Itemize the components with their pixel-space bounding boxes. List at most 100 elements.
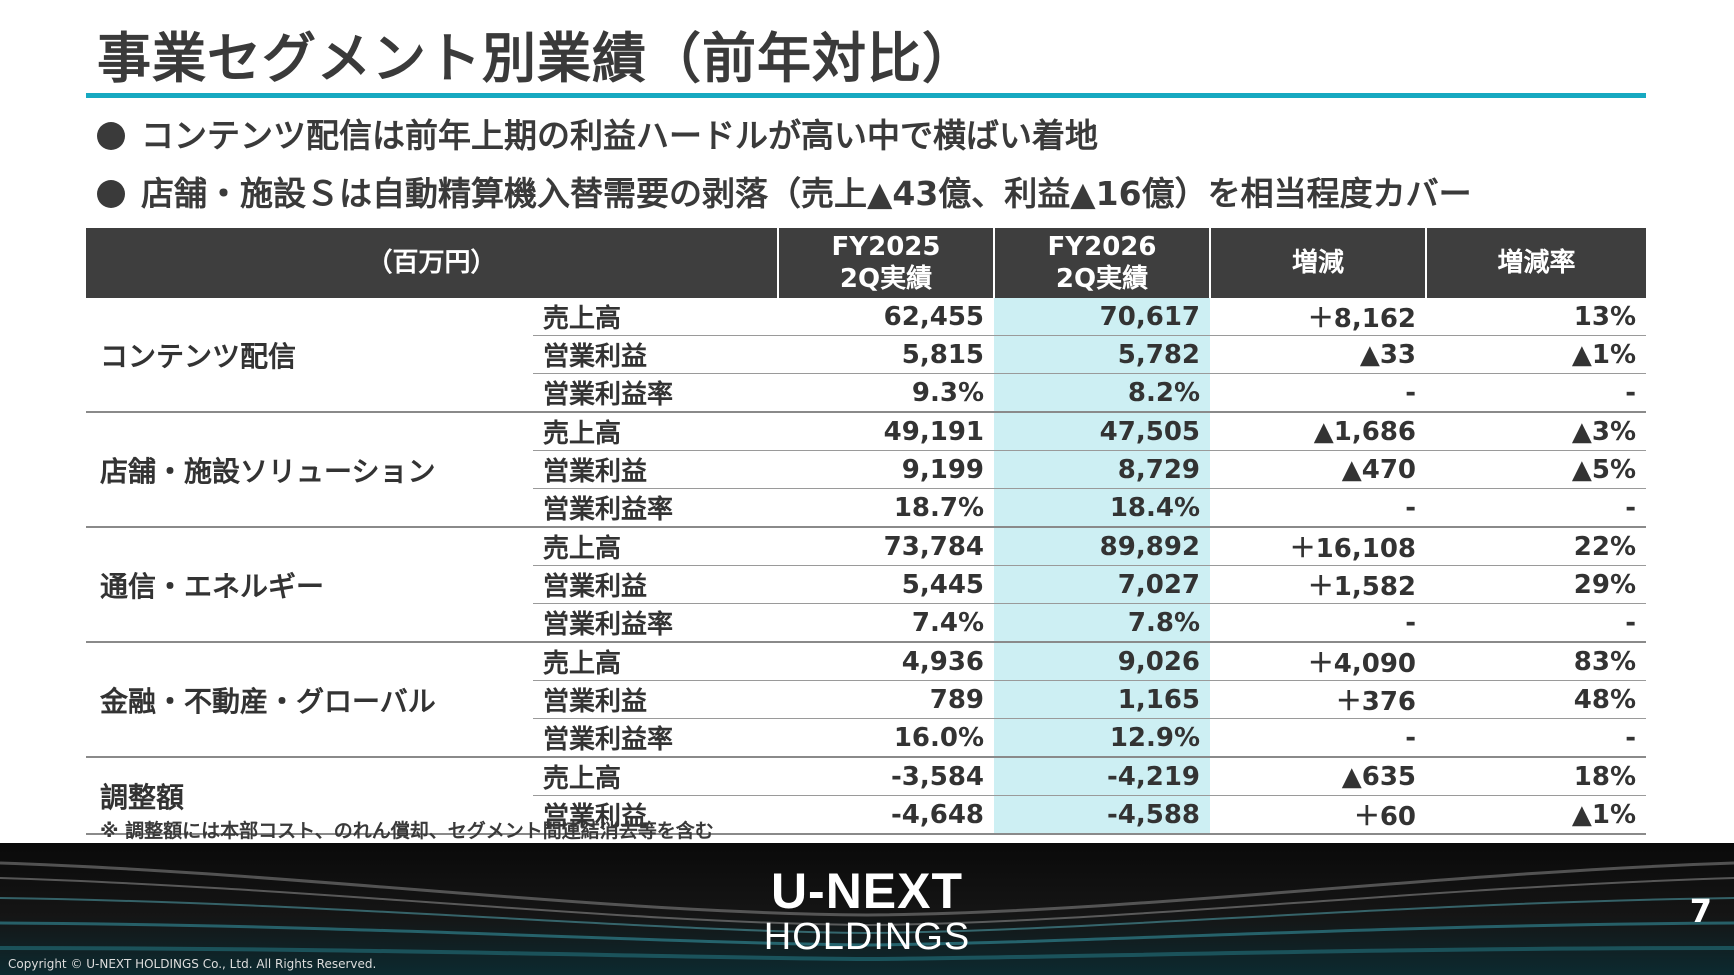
change-rate-value: ▲5% <box>1426 450 1647 489</box>
metric-label: 営業利益率 <box>533 718 779 758</box>
metric-label: 売上高 <box>533 642 779 681</box>
header-fy2025-period: 2Q実績 <box>839 264 933 294</box>
table-row: 営業利益率 16.0% 12.9% - - <box>86 718 1647 758</box>
fy2026-value: 18.4% <box>994 488 1211 528</box>
change-rate-value: 29% <box>1426 565 1647 604</box>
page-title: 事業セグメント別業績（前年対比） <box>97 27 977 90</box>
change-value: ▲1,686 <box>1210 412 1427 451</box>
metric-label: 営業利益 <box>533 450 779 489</box>
change-rate-value: 83% <box>1426 642 1647 681</box>
fy2025-value: 5,445 <box>778 565 995 604</box>
segment-name: 店舗・施設ソリューション <box>86 412 533 528</box>
change-value: ▲635 <box>1210 757 1427 796</box>
fy2025-value: 9.3% <box>778 373 995 413</box>
change-value: ＋8,162 <box>1210 298 1427 336</box>
change-value: ＋60 <box>1210 795 1427 835</box>
header-unit: （百万円） <box>86 228 779 298</box>
fy2025-value: 73,784 <box>778 527 995 566</box>
change-value: - <box>1210 488 1427 528</box>
fy2026-value: 12.9% <box>994 718 1211 758</box>
table-row: 金融・不動産・グローバル 売上高 4,936 9,026 ＋4,090 83% <box>86 642 1647 758</box>
footer-band: U-NEXT HOLDINGS 7 Copyright © U-NEXT HOL… <box>0 843 1734 975</box>
change-value: - <box>1210 603 1427 643</box>
metric-label: 営業利益 <box>533 795 779 835</box>
fy2025-value: 16.0% <box>778 718 995 758</box>
metric-label: 営業利益 <box>533 680 779 719</box>
logo-line1: U-NEXT <box>770 863 964 919</box>
metric-label: 売上高 <box>533 412 779 451</box>
change-rate-value: ▲1% <box>1426 795 1647 835</box>
header-fy2025-year: FY2025 <box>831 232 941 262</box>
header-change: 増減 <box>1209 228 1427 298</box>
change-value: ＋376 <box>1210 680 1427 719</box>
table-row: 営業利益率 18.7% 18.4% - - <box>86 488 1647 528</box>
fy2026-value: 1,165 <box>994 680 1211 719</box>
change-rate-value: ▲3% <box>1426 412 1647 451</box>
segment-results-table: （百万円） FY2025 2Q実績 FY2026 2Q実績 増減 増減率 コンテ… <box>86 228 1647 835</box>
change-rate-value: 48% <box>1426 680 1647 719</box>
fy2025-value: 18.7% <box>778 488 995 528</box>
table-header-row: （百万円） FY2025 2Q実績 FY2026 2Q実績 増減 増減率 <box>86 228 1647 298</box>
bullet-dot-icon <box>97 122 125 150</box>
fy2025-value: 49,191 <box>778 412 995 451</box>
metric-label: 営業利益率 <box>533 373 779 413</box>
metric-label: 営業利益 <box>533 565 779 604</box>
fy2026-value: 8.2% <box>994 373 1211 413</box>
segment-name: コンテンツ配信 <box>86 298 533 413</box>
fy2025-value: 7.4% <box>778 603 995 643</box>
metric-label: 売上高 <box>533 527 779 566</box>
bullet-text: コンテンツ配信は前年上期の利益ハードルが高い中で横ばい着地 <box>141 116 1098 155</box>
fy2025-value: 62,455 <box>778 298 995 336</box>
change-rate-value: 18% <box>1426 757 1647 796</box>
table-row: 営業利益率 7.4% 7.8% - - <box>86 603 1647 643</box>
header-fy2026-year: FY2026 <box>1047 232 1157 262</box>
footnote: ※ 調整額には本部コスト、のれん償却、セグメント間連結消去等を含む <box>100 820 714 842</box>
fy2026-value: 8,729 <box>994 450 1211 489</box>
bullet-dot-icon <box>97 180 125 208</box>
segment-name: 調整額 <box>86 757 533 835</box>
table-row: 営業利益率 9.3% 8.2% - - <box>86 373 1647 413</box>
change-value: ＋1,582 <box>1210 565 1427 604</box>
fy2025-value: -4,648 <box>778 795 995 835</box>
fy2026-value: 70,617 <box>994 298 1211 336</box>
table-row: 店舗・施設ソリューション 売上高 49,191 47,505 ▲1,686 ▲3… <box>86 412 1647 528</box>
change-value: ▲470 <box>1210 450 1427 489</box>
fy2025-value: 789 <box>778 680 995 719</box>
bullet-item: 店舗・施設Ｓは自動精算機入替需要の剥落（売上▲43億、利益▲16億）を相当程度カ… <box>97 170 1472 228</box>
fy2026-value: 5,782 <box>994 335 1211 374</box>
fy2026-value: 7.8% <box>994 603 1211 643</box>
copyright-text: Copyright © U-NEXT HOLDINGS Co., Ltd. Al… <box>8 957 377 971</box>
metric-label: 売上高 <box>533 757 779 796</box>
bullet-item: コンテンツ配信は前年上期の利益ハードルが高い中で横ばい着地 <box>97 112 1472 170</box>
change-rate-value: - <box>1426 488 1647 528</box>
table-row: 営業利益 -4,648 -4,588 ＋60 ▲1% <box>86 795 1647 835</box>
table-row: 営業利益 789 1,165 ＋376 48% <box>86 680 1647 719</box>
change-rate-value: 22% <box>1426 527 1647 566</box>
logo-line2: HOLDINGS <box>763 916 971 958</box>
table-row: 営業利益 5,445 7,027 ＋1,582 29% <box>86 565 1647 604</box>
table-row: 調整額 売上高 -3,584 -4,219 ▲635 18% <box>86 757 1647 835</box>
metric-label: 営業利益 <box>533 335 779 374</box>
fy2025-value: 9,199 <box>778 450 995 489</box>
company-logo: U-NEXT HOLDINGS <box>0 865 1734 957</box>
change-value: - <box>1210 718 1427 758</box>
page-number: 7 <box>1689 892 1712 930</box>
table-row: 営業利益 5,815 5,782 ▲33 ▲1% <box>86 335 1647 374</box>
change-value: ▲33 <box>1210 335 1427 374</box>
fy2026-value: 89,892 <box>994 527 1211 566</box>
title-underline <box>86 93 1646 98</box>
change-value: - <box>1210 373 1427 413</box>
metric-label: 営業利益率 <box>533 488 779 528</box>
fy2026-value: 9,026 <box>994 642 1211 681</box>
fy2025-value: 5,815 <box>778 335 995 374</box>
table-row: コンテンツ配信 売上高 62,455 70,617 ＋8,162 13% <box>86 298 1647 413</box>
change-value: ＋16,108 <box>1210 527 1427 566</box>
change-rate-value: - <box>1426 603 1647 643</box>
change-rate-value: - <box>1426 718 1647 758</box>
header-fy2025: FY2025 2Q実績 <box>777 228 995 298</box>
bullet-list: コンテンツ配信は前年上期の利益ハードルが高い中で横ばい着地 店舗・施設Ｓは自動精… <box>97 112 1472 228</box>
fy2026-value: 7,027 <box>994 565 1211 604</box>
table-row: 通信・エネルギー 売上高 73,784 89,892 ＋16,108 22% <box>86 527 1647 643</box>
segment-name: 通信・エネルギー <box>86 527 533 643</box>
change-rate-value: - <box>1426 373 1647 413</box>
